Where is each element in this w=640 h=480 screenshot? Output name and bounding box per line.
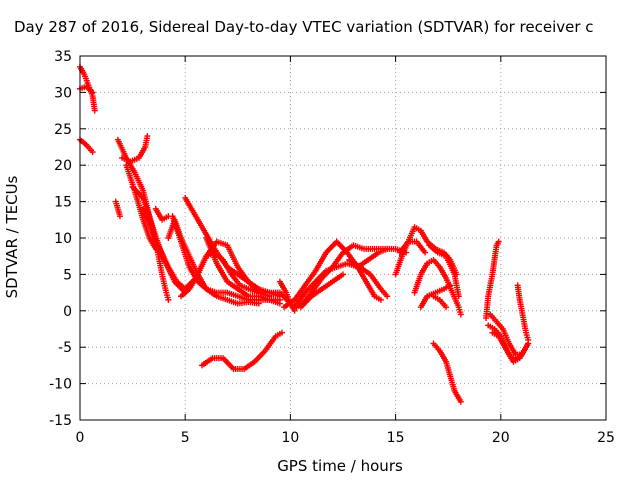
data-point-marker [422,249,429,256]
x-tick-label: 0 [76,430,85,446]
chart-title: Day 287 of 2016, Sidereal Day-to-day VTE… [14,18,594,36]
data-point-marker [518,351,525,358]
data-points [77,63,532,405]
data-point-marker [377,296,384,303]
data-point-marker [91,107,98,114]
data-point-marker [276,300,283,307]
data-point-marker [89,149,96,156]
y-tick-label: 25 [54,122,72,138]
x-axis-ticks: 0 5 10 15 20 25 [76,56,615,446]
data-series-33 [514,282,532,343]
data-point-marker [144,133,151,140]
x-tick-label: 20 [492,430,510,446]
y-tick-label: -10 [49,377,72,393]
y-tick-label: 30 [54,85,72,101]
x-tick-label: 10 [281,430,299,446]
data-series-15 [203,235,283,307]
data-point-marker [340,271,346,278]
y-tick-label: 0 [63,304,72,320]
y-tick-label: 5 [63,267,72,283]
data-series-9 [140,205,189,296]
x-tick-label: 25 [597,430,615,446]
data-point-marker [455,293,462,300]
data-series-28 [430,340,464,405]
x-tick-label: 15 [387,430,405,446]
data-series-31 [487,311,532,358]
y-tick-label: 20 [54,158,72,174]
data-series-23 [396,238,429,256]
y-tick-label: 10 [54,231,72,247]
data-series-25 [417,282,454,311]
data-series-27 [426,242,462,300]
data-point-marker [447,282,454,289]
x-tick-label: 5 [181,430,190,446]
data-point-marker [384,245,391,252]
data-point-marker [457,311,464,318]
y-tick-label: -15 [49,413,72,429]
y-axis-label: SDTVAR / TECUs [3,175,21,298]
data-series-6 [119,133,151,165]
data-point-marker [116,213,123,220]
data-point-marker [495,238,502,245]
data-point-marker [525,336,532,343]
data-point-marker [443,304,450,311]
data-series-32 [489,329,525,362]
x-axis-label: GPS time / hours [277,457,403,475]
data-series-10 [152,205,172,223]
y-tick-label: 35 [54,49,72,65]
data-series-20 [297,271,346,311]
y-axis-ticks: -15 -10 -5 0 5 10 15 20 25 30 35 [49,49,606,429]
grid-lines [80,56,606,420]
y-tick-label: 15 [54,195,72,211]
data-series-21 [346,256,391,300]
data-series-7 [123,162,159,252]
data-series-5 [112,198,123,220]
y-tick-label: -5 [58,340,72,356]
data-series-16 [199,329,285,373]
data-series-29 [483,238,502,322]
data-point-marker [384,293,391,300]
data-point-marker [278,329,285,336]
data-point-marker [165,296,172,303]
data-series-26 [430,293,450,311]
data-point-marker [457,398,464,405]
data-point-marker [89,89,96,96]
data-series-3 [77,136,96,156]
